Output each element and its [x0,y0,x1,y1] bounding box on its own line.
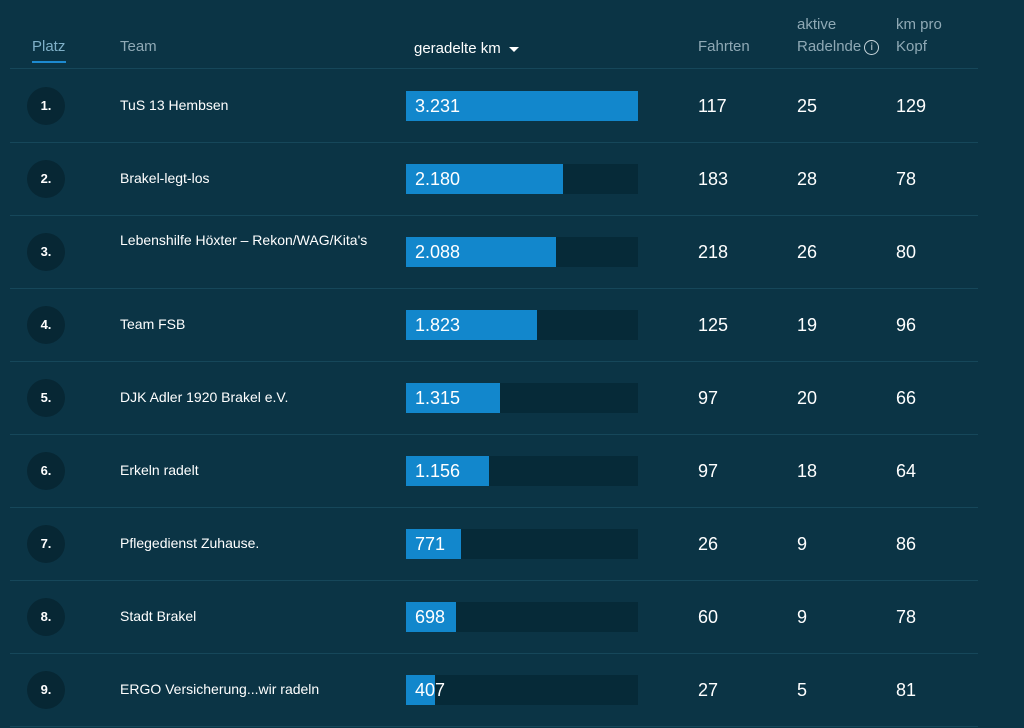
km-value: 2.088 [415,242,461,262]
aktive-value: 18 [797,461,818,481]
team-name: Pflegedienst Zuhause. [120,535,260,551]
km-bar-track: 1.315 [406,383,638,413]
km-bar-track: 771 [406,529,638,559]
rank-badge: 1. [27,87,65,125]
aktive-value: 5 [797,680,808,700]
fahrten-value: 218 [698,242,729,262]
km-value: 1.156 [415,461,461,481]
fahrten-value: 125 [698,315,729,335]
km-value: 407 [415,680,446,700]
kopf-label-line1: km pro [896,16,942,33]
kopf-value: 86 [896,534,917,554]
rank-badge: 5. [27,379,65,417]
table-row[interactable]: 3. Lebenshilfe Höxter – Rekon/WAG/Kita's 2… [10,215,978,289]
aktive-value: 19 [797,315,818,335]
sort-desc-icon [508,46,519,52]
active-sort-underline [32,61,66,63]
km-bar-track: 2.088 [406,237,638,267]
sort-header-platz[interactable]: Platz [32,38,66,55]
aktive-value: 28 [797,169,818,189]
team-name: DJK Adler 1920 Brakel e.V. [120,389,289,405]
table-row[interactable]: 1. TuS 13 Hembsen 3.231 117 25 129 [10,69,978,143]
km-bar-fill [406,383,500,413]
fahrten-value: 97 [698,461,719,481]
km-bar-fill [406,529,461,559]
km-bar-fill [406,602,456,632]
team-name: Team FSB [120,316,186,332]
km-value: 1.315 [415,388,461,408]
aktive-label-line2: Radelnde [797,38,862,55]
km-bar-track: 3.231 [406,91,638,121]
kopf-value: 81 [896,680,917,700]
km-bar-fill [406,237,556,267]
km-bar-track: 407 [406,675,638,705]
sort-header-aktive[interactable]: aktive Radelnde i [797,14,880,58]
km-bar-track: 2.180 [406,164,638,194]
rank-badge: 8. [27,598,65,636]
km-value: 771 [415,534,446,554]
km-value: 698 [415,607,446,627]
team-name: TuS 13 Hembsen [120,97,229,113]
km-bar-fill [406,91,638,121]
kopf-value: 80 [896,242,917,262]
aktive-value: 9 [797,534,808,554]
aktive-value: 25 [797,96,818,116]
km-bar-track: 698 [406,602,638,632]
table-row[interactable]: 6. Erkeln radelt 1.156 97 18 64 [10,434,978,508]
rank-badge: 4. [27,306,65,344]
fahrten-value: 183 [698,169,729,189]
kopf-value: 64 [896,461,917,481]
kopf-value: 78 [896,607,917,627]
fahrten-value: 97 [698,388,719,408]
kopf-value: 66 [896,388,917,408]
table-row[interactable]: 4. Team FSB 1.823 125 19 96 [10,288,978,362]
aktive-label-line1: aktive [797,16,837,33]
team-name: ERGO Versicherung...wir radeln [120,681,320,697]
km-value: 2.180 [415,169,461,189]
rank-badge: 3. [27,233,65,271]
team-name: Erkeln radelt [120,462,199,478]
table-header: Platz Team geradelte km Fahrten aktive Ra… [10,0,978,69]
fahrten-value: 27 [698,680,719,700]
kopf-value: 78 [896,169,917,189]
aktive-value: 26 [797,242,818,262]
fahrten-value: 60 [698,607,719,627]
km-bar-track: 1.823 [406,310,638,340]
km-bar-fill [406,310,537,340]
team-name: Stadt Brakel [120,608,197,624]
km-bar-track: 1.156 [406,456,638,486]
table-row[interactable]: 7. Pflegedienst Zuhause. 771 26 9 86 [10,507,978,581]
km-bar-fill [406,164,563,194]
aktive-value: 9 [797,607,808,627]
aktive-value: 20 [797,388,818,408]
table-row[interactable]: 2. Brakel-legt-los 2.180 183 28 78 [10,142,978,216]
km-bar-fill [406,675,435,705]
rank-badge: 6. [27,452,65,490]
km-value: 3.231 [415,96,461,116]
leaderboard: Platz Team geradelte km Fahrten aktive Ra… [10,0,978,728]
info-icon[interactable]: i [864,40,880,55]
kopf-label-line2: Kopf [896,38,927,55]
sort-header-km[interactable]: geradelte km [414,38,519,60]
table-row[interactable]: 9. ERGO Versicherung...wir radeln 407 27 5 81 [10,653,978,727]
table-row[interactable]: 5. DJK Adler 1920 Brakel e.V. 1.315 97 20 66 [10,361,978,435]
rank-badge: 7. [27,525,65,563]
team-name: Lebenshilfe Höxter – Rekon/WAG/Kita's [120,232,368,248]
kopf-value: 129 [896,96,927,116]
sort-header-kopf[interactable]: km pro Kopf [896,14,942,58]
kopf-value: 96 [896,315,917,335]
sort-header-km-label: geradelte km [414,40,501,57]
fahrten-value: 26 [698,534,719,554]
team-name: Brakel-legt-los [120,170,210,186]
sort-header-fahrten[interactable]: Fahrten [698,38,750,55]
km-value: 1.823 [415,315,461,335]
km-bar-fill [406,456,489,486]
rank-badge: 2. [27,160,65,198]
sort-header-team[interactable]: Team [120,38,157,55]
table-row[interactable]: 8. Stadt Brakel 698 60 9 78 [10,580,978,654]
rank-badge: 9. [27,671,65,709]
fahrten-value: 117 [698,96,727,116]
